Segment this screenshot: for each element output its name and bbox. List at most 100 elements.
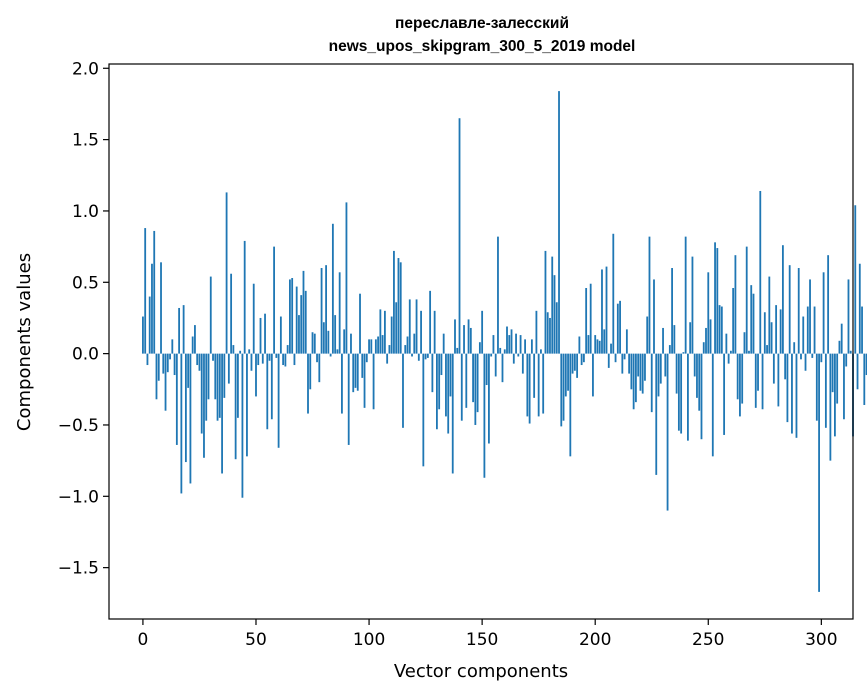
- bar-32: [214, 353, 217, 400]
- bar-265: [741, 353, 744, 404]
- bar-135: [447, 353, 450, 434]
- bar-232: [666, 353, 669, 511]
- bar-46: [246, 353, 248, 457]
- bar-102: [372, 353, 375, 410]
- bar-237: [677, 353, 680, 431]
- bar-63: [284, 353, 287, 367]
- bar-112: [395, 302, 398, 354]
- bar-23: [194, 325, 196, 354]
- bar-34: [218, 353, 221, 418]
- bar-274: [761, 353, 764, 410]
- bar-315: [854, 205, 857, 354]
- bar-187: [564, 353, 567, 397]
- bar-147: [474, 353, 477, 425]
- bar-26: [200, 353, 203, 434]
- bar-276: [766, 345, 768, 354]
- bar-193: [578, 336, 581, 354]
- bar-65: [289, 279, 291, 354]
- bar-61: [279, 316, 282, 354]
- bar-130: [436, 353, 438, 430]
- bar-206: [607, 353, 610, 368]
- bar-287: [791, 353, 793, 434]
- bar-310: [843, 353, 845, 420]
- bar-110: [390, 316, 393, 354]
- bar-21: [189, 353, 192, 484]
- bar-296: [811, 353, 814, 358]
- bar-176: [540, 349, 542, 354]
- bar-203: [601, 269, 603, 354]
- bar-30: [209, 276, 212, 354]
- bar-212: [621, 353, 624, 374]
- bar-40: [232, 345, 235, 354]
- plot-frame: [108, 63, 854, 620]
- bar-157: [497, 236, 499, 354]
- bar-191: [573, 353, 576, 371]
- bar-252: [711, 353, 714, 457]
- bar-6: [155, 353, 158, 400]
- bar-211: [619, 300, 621, 354]
- bar-72: [304, 290, 307, 354]
- bar-96: [359, 293, 361, 354]
- bar-126: [426, 353, 429, 358]
- bar-22: [191, 336, 194, 354]
- bar-16: [178, 307, 181, 354]
- bar-278: [770, 322, 773, 354]
- bar-104: [377, 336, 380, 354]
- bar-249: [705, 327, 707, 354]
- bar-266: [743, 332, 746, 354]
- bar-93: [352, 353, 355, 393]
- bar-131: [438, 353, 441, 410]
- bar-255: [718, 305, 721, 354]
- bar-210: [616, 303, 619, 354]
- bar-37: [225, 192, 228, 354]
- bar-216: [630, 353, 633, 390]
- bar-136: [449, 353, 452, 397]
- y-tick-label: −1.5: [58, 559, 99, 579]
- bar-19: [184, 353, 187, 463]
- bar-171: [528, 353, 531, 424]
- bar-105: [379, 309, 382, 354]
- bar-155: [492, 335, 495, 354]
- bar-183: [555, 302, 558, 354]
- bar-49: [252, 283, 255, 354]
- bar-233: [668, 345, 671, 354]
- bar-51: [257, 353, 260, 366]
- bar-320: [865, 353, 867, 376]
- bar-128: [431, 353, 434, 393]
- bar-313: [849, 350, 852, 354]
- bar-84: [331, 223, 334, 354]
- bar-137: [451, 353, 454, 474]
- bar-181: [551, 256, 554, 354]
- bar-253: [714, 242, 716, 354]
- bar-4: [151, 263, 153, 354]
- x-axis-label: Vector components: [394, 661, 568, 682]
- bar-95: [356, 353, 359, 391]
- bar-78: [318, 353, 321, 383]
- y-tick-label: 0.5: [72, 273, 99, 293]
- bar-273: [759, 190, 762, 354]
- bar-35: [221, 353, 223, 474]
- bar-142: [463, 325, 465, 354]
- x-tick-label: 0: [138, 630, 149, 650]
- bar-86: [336, 349, 339, 354]
- bar-250: [707, 272, 710, 354]
- bar-28: [205, 353, 208, 421]
- bar-246: [698, 353, 701, 411]
- bar-52: [259, 317, 262, 354]
- bar-169: [524, 339, 526, 354]
- bar-70: [300, 295, 303, 354]
- bar-18: [182, 305, 185, 354]
- bar-215: [628, 353, 631, 374]
- bar-286: [788, 265, 791, 354]
- bar-69: [298, 315, 300, 354]
- bar-292: [802, 316, 805, 354]
- bar-120: [413, 333, 416, 354]
- bar-series: [142, 91, 867, 592]
- bar-146: [472, 353, 474, 403]
- bar-270: [752, 293, 755, 354]
- bar-303: [827, 255, 830, 354]
- bar-152: [485, 353, 488, 386]
- bar-172: [530, 339, 533, 354]
- bar-260: [729, 350, 732, 354]
- bar-143: [465, 353, 468, 408]
